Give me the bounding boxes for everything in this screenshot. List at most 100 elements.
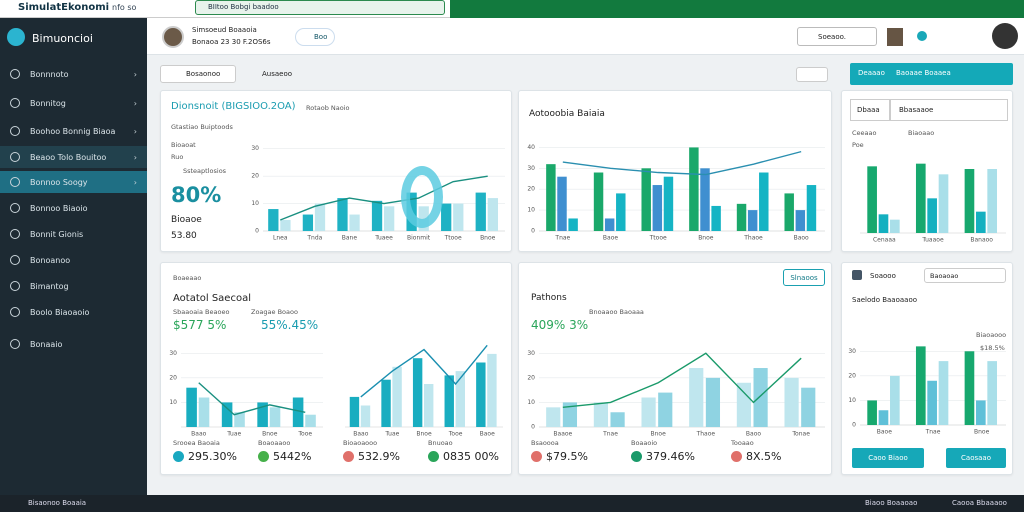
- bar: [705, 377, 721, 427]
- x-tick-label: Tooe: [448, 431, 463, 438]
- bar: [221, 402, 233, 427]
- x-tick-label: Baoe: [603, 235, 618, 242]
- card: Soaooo Baoaoao Saelodo Baaoaaoo Biaoaooo…: [841, 262, 1013, 475]
- tag: Boaeaao: [173, 274, 202, 282]
- logo-icon: [7, 28, 25, 46]
- stat-value: $79.5%: [546, 450, 588, 463]
- sidebar-item[interactable]: Bonnitog ›: [0, 92, 147, 114]
- stat-value: 295.30%: [188, 450, 237, 463]
- profile-avatar[interactable]: [992, 23, 1018, 49]
- x-tick-label: Bnoe: [416, 431, 432, 438]
- sidebar-item[interactable]: Bonnoo Soogy ›: [0, 171, 147, 193]
- bar: [476, 362, 486, 427]
- x-tick-label: Cenaaa: [873, 237, 896, 244]
- y-tick-label: 10: [848, 397, 856, 404]
- search-button[interactable]: Boo: [295, 28, 335, 46]
- search-box[interactable]: Soeaoo.: [797, 27, 877, 46]
- kpi-value: 409% 3%: [531, 318, 589, 332]
- arrow: ›: [133, 126, 137, 136]
- avatar[interactable]: [162, 26, 184, 48]
- stat: 5442%: [258, 450, 311, 463]
- bar: [641, 397, 656, 427]
- browser-bar: SimulatEkonomi nfo so BIItoo Bobgi baado…: [0, 0, 1024, 18]
- sidebar-item[interactable]: Boohoo Bonnig Biaoa ›: [0, 120, 147, 142]
- search-box[interactable]: Baoaoao: [924, 268, 1006, 283]
- arrow: ›: [133, 69, 137, 79]
- sidebar-item[interactable]: Bonnit Gionis: [0, 223, 147, 245]
- button[interactable]: Caoo Biaoo: [852, 448, 924, 468]
- x-tick-label: Bane: [342, 235, 358, 242]
- stat-dot: [258, 451, 269, 462]
- stat: $79.5%: [531, 450, 588, 463]
- y-tick-label: 10: [527, 207, 535, 214]
- donut-ornament: [401, 166, 443, 228]
- label: Biaoaao: [908, 129, 935, 137]
- sidebar-item[interactable]: Beaoo Tolo Bouitoo ›: [0, 146, 147, 168]
- item-label: Boolo Biaoaoio: [30, 307, 90, 317]
- bar: [641, 168, 651, 231]
- x-tick-label: Tnda: [306, 235, 322, 242]
- icon: [10, 229, 20, 239]
- y-tick-label: 20: [527, 374, 535, 381]
- label: Saelodo Baaoaaoo: [852, 296, 918, 304]
- tab-label: BIItoo Bobgi baadoo: [208, 3, 279, 11]
- bar: [915, 163, 926, 233]
- bar: [381, 379, 391, 427]
- icon: [10, 98, 20, 108]
- x-tick-label: Baoe: [877, 429, 892, 436]
- x-tick-label: Baao: [353, 431, 368, 438]
- x-tick-label: Bnoe: [651, 431, 667, 438]
- avatar-small[interactable]: [887, 28, 903, 46]
- line: [198, 382, 306, 416]
- card-header: Deaaao Baoaae Boaaea: [850, 63, 1013, 85]
- sidebar-item[interactable]: Bonaaio: [0, 333, 147, 355]
- chart: Baao Tuae Bnoe Tooe Baoe: [345, 344, 503, 438]
- bar: [801, 387, 816, 427]
- header-text: Deaaao: [858, 69, 885, 77]
- bar: [475, 192, 486, 231]
- button[interactable]: Slnaoos: [783, 269, 825, 286]
- browser-fill: [450, 0, 1024, 18]
- notification-icon[interactable]: [917, 31, 927, 41]
- sidebar-item[interactable]: Bimantog: [0, 275, 147, 297]
- select[interactable]: Bbasaaoe: [890, 99, 1008, 121]
- line: [562, 150, 802, 176]
- chart: 10 20 30 Baao Tuae Bnoe Tooe: [169, 350, 323, 438]
- bar: [964, 351, 975, 425]
- x-tick-label: Tuae: [384, 431, 399, 438]
- x-tick-label: Tuaee: [374, 235, 393, 242]
- sidebar-item[interactable]: Boolo Biaoaoio: [0, 301, 147, 323]
- sidebar-item[interactable]: Bonnnoto ›: [0, 63, 147, 85]
- y-tick-label: 10: [169, 399, 177, 406]
- browser-tab[interactable]: BIItoo Bobgi baadoo: [195, 0, 445, 15]
- icon: [10, 203, 20, 213]
- filter-dropdown[interactable]: [796, 67, 828, 82]
- card: Dionsnoit (BIGSIOO.2OA) Rotaob Naoio Gta…: [160, 90, 512, 252]
- filter-search[interactable]: Bosaonoo: [160, 65, 236, 83]
- label: Poe: [852, 141, 864, 149]
- bar: [384, 206, 395, 231]
- x-tick-label: Tnae: [554, 235, 570, 242]
- bar: [915, 346, 926, 425]
- bar: [305, 414, 316, 427]
- select[interactable]: Dbaaa: [850, 99, 890, 121]
- item-label: Bimantog: [30, 281, 69, 291]
- bar: [658, 392, 673, 427]
- button[interactable]: Caosaao: [946, 448, 1006, 468]
- label: Zoagae Boaoo: [251, 308, 298, 316]
- y-tick-label: 20: [527, 186, 535, 193]
- bar: [360, 405, 371, 427]
- stat-label: Bioaoaooo: [343, 439, 378, 447]
- sidebar-item[interactable]: Bonnoo Biaoio: [0, 197, 147, 219]
- sidebar-item[interactable]: Bonoanoo: [0, 249, 147, 271]
- bar: [938, 361, 949, 425]
- stat-dot: [343, 451, 354, 462]
- bar: [268, 209, 279, 231]
- x-tick-label: Thaoe: [743, 235, 763, 242]
- footer-text: Caooa Bbaaaoo: [952, 499, 1007, 507]
- bar: [867, 400, 877, 425]
- stat: 532.9%: [343, 450, 400, 463]
- bar: [487, 353, 497, 427]
- x-tick-label: Baao: [191, 431, 206, 438]
